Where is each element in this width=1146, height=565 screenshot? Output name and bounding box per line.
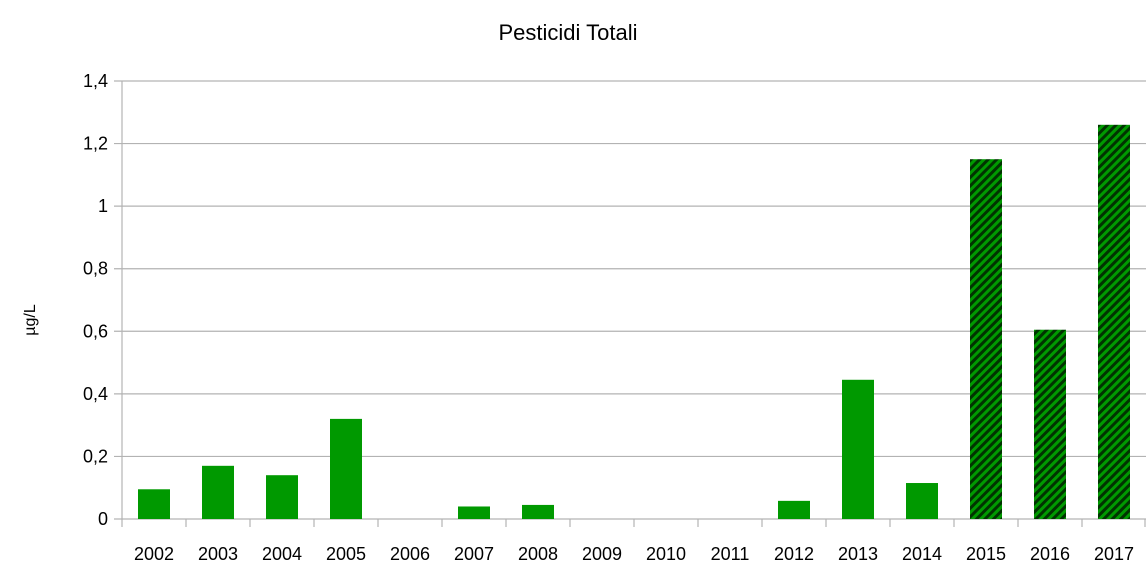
- gridlines: [114, 80, 1146, 520]
- x-tick-label: 2007: [454, 544, 494, 564]
- y-tick-label: 0: [98, 509, 108, 529]
- y-tick-label: 0,2: [83, 446, 108, 466]
- x-tick-label: 2006: [390, 544, 430, 564]
- bars: [138, 124, 1130, 520]
- y-tick-label: 0,6: [83, 321, 108, 341]
- y-tick-label: 0,4: [83, 384, 108, 404]
- x-tick-label: 2012: [774, 544, 814, 564]
- bar-2005: [330, 418, 362, 519]
- x-tick-label: 2016: [1030, 544, 1070, 564]
- y-tick-label: 1,4: [83, 71, 108, 91]
- bar-2015: [970, 159, 1002, 519]
- x-tick-label: 2003: [198, 544, 238, 564]
- y-axis-ticks: 0 0,2 0,4 0,6 0,8 1 1,2 1,4: [83, 71, 108, 529]
- y-axis-label: µg/L: [22, 304, 39, 336]
- bar-2007: [458, 506, 490, 519]
- bar-2017: [1098, 124, 1130, 520]
- x-tick-label: 2004: [262, 544, 302, 564]
- bar-2016: [1034, 329, 1066, 519]
- bar-2008: [522, 504, 554, 519]
- bar-2012: [778, 500, 810, 519]
- bar-2013: [842, 379, 874, 519]
- chart-title: Pesticidi Totali: [499, 20, 638, 45]
- y-tick-label: 0,8: [83, 259, 108, 279]
- y-tick-label: 1,2: [83, 134, 108, 154]
- x-tick-label: 2010: [646, 544, 686, 564]
- bar-2004: [266, 475, 298, 519]
- x-tick-label: 2002: [134, 544, 174, 564]
- bar-2002: [138, 489, 170, 519]
- x-tick-label: 2005: [326, 544, 366, 564]
- x-axis-ticks: 2002 2003 2004 2005 2006 2007 2008 2009 2010 2011…: [121, 519, 1146, 564]
- x-tick-label: 2017: [1094, 544, 1134, 564]
- x-tick-label: 2011: [711, 544, 750, 564]
- x-tick-label: 2013: [838, 544, 878, 564]
- x-tick-label: 2015: [966, 544, 1006, 564]
- bar-2003: [202, 465, 234, 519]
- x-tick-label: 2009: [582, 544, 622, 564]
- x-tick-label: 2008: [518, 544, 558, 564]
- bar-2014: [906, 483, 938, 519]
- y-tick-label: 1: [98, 196, 108, 216]
- x-tick-label: 2014: [902, 544, 942, 564]
